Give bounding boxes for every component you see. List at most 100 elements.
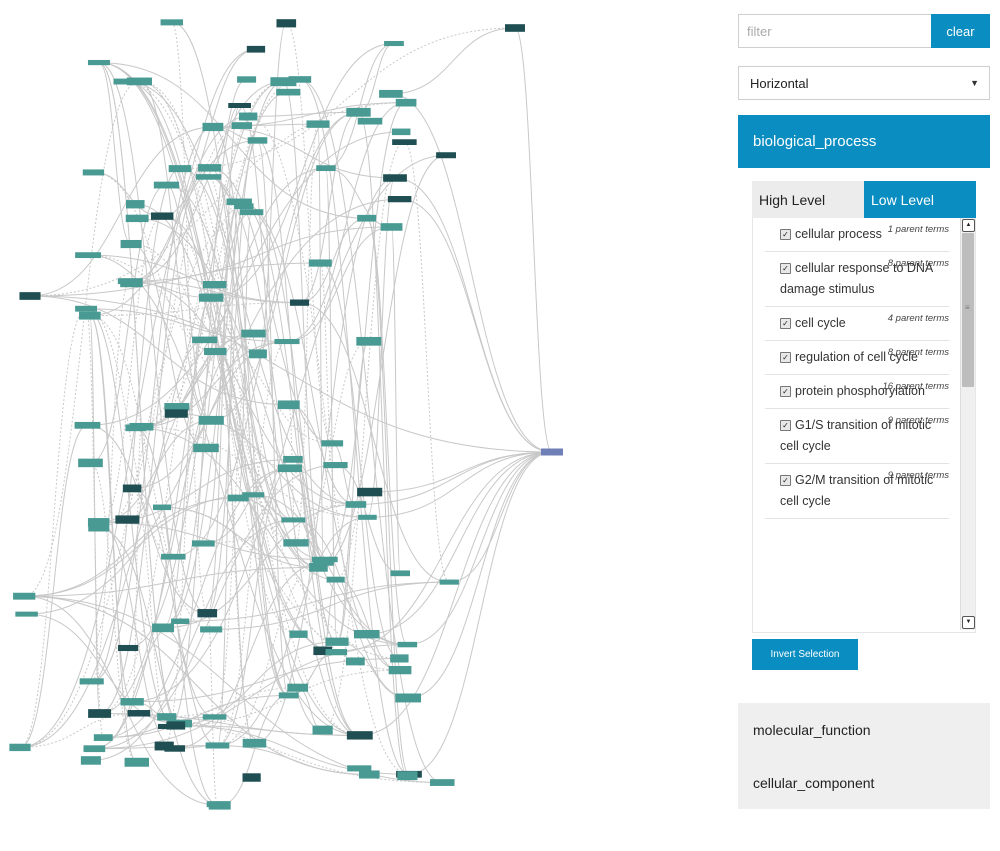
graph-node[interactable] [309,563,328,572]
graph-node[interactable] [248,349,267,359]
graph-node[interactable] [166,721,186,730]
graph-node[interactable] [208,801,231,810]
tab-high-level[interactable]: High Level [752,181,864,218]
term-checkbox[interactable]: ✓ [780,352,791,363]
graph-node[interactable] [308,259,332,267]
graph-node[interactable] [9,743,31,752]
graph-node[interactable] [387,196,412,203]
graph-node[interactable] [391,128,411,136]
list-item[interactable]: ✓ cell cycle 4 parent terms [765,307,949,341]
graph-node[interactable] [13,592,36,600]
graph-node[interactable] [345,657,365,666]
graph-node[interactable] [390,570,411,577]
graph-node[interactable] [246,45,266,53]
graph-node[interactable] [87,518,110,527]
graph-node[interactable] [430,779,455,786]
graph-node[interactable] [238,112,258,121]
graph-node[interactable] [228,103,251,109]
graph-node[interactable] [239,209,264,216]
graph-node[interactable] [204,347,227,356]
graph-node[interactable] [313,646,333,656]
term-checkbox[interactable]: ✓ [780,475,791,486]
graph-node[interactable] [316,165,336,172]
graph-node[interactable] [152,623,175,633]
graph-node[interactable] [200,626,223,633]
graph-node[interactable] [397,771,418,781]
graph-node[interactable] [164,745,186,752]
graph-node[interactable] [193,443,219,453]
graph-node[interactable] [227,494,249,502]
list-item[interactable]: ✓ protein phosphorylation 16 parent terms [765,375,949,409]
term-checkbox[interactable]: ✓ [780,318,791,329]
graph-node[interactable] [325,637,349,646]
graph-node[interactable] [278,692,299,699]
graph-node[interactable] [125,214,149,223]
term-checkbox[interactable]: ✓ [780,229,791,240]
graph-node[interactable] [288,76,312,83]
graph-node[interactable] [78,458,103,468]
graph-node[interactable] [313,559,334,566]
graph-node[interactable] [154,741,174,751]
list-item[interactable]: ✓ G1/S transition of mitotic cell cycle 9 … [765,409,949,464]
graph-node[interactable] [346,107,371,117]
graph-node[interactable] [198,293,224,302]
graph-node[interactable] [241,329,266,338]
scroll-up-icon[interactable]: ▲ [962,219,975,232]
term-checkbox[interactable]: ✓ [780,420,791,431]
section-header-molecular-function[interactable]: molecular_function [753,721,871,738]
graph-node[interactable] [79,678,104,685]
graph-node[interactable] [357,487,383,497]
graph-node[interactable] [93,734,113,741]
graph-node[interactable] [198,415,224,425]
tab-low-level[interactable]: Low Level [864,181,976,218]
term-list[interactable]: ✓ cellular process 1 parent terms ✓ cellular… [752,218,976,633]
graph-node[interactable] [276,19,297,28]
graph-node[interactable] [197,609,218,618]
graph-node[interactable] [88,709,112,718]
list-item[interactable]: ✓ regulation of cell cycle 8 parent terms [765,341,949,375]
graph-node[interactable] [171,618,190,625]
list-item[interactable]: ✓ cellular process 1 parent terms [765,218,949,252]
graph-node[interactable] [75,305,98,312]
graph-node[interactable] [287,683,309,692]
term-checkbox[interactable]: ✓ [780,386,791,397]
graph-node[interactable] [168,165,192,173]
graph-node[interactable] [164,403,190,411]
graph-node[interactable] [283,455,303,463]
list-item[interactable]: ✓ cellular response to DNA damage stimulu… [765,252,949,307]
graph-node[interactable] [277,464,302,473]
ontology-graph[interactable] [0,0,720,851]
graph-node[interactable] [234,203,254,210]
graph-node[interactable] [191,540,215,547]
graph-node[interactable] [195,174,221,180]
graph-node[interactable] [281,517,306,523]
graph-node[interactable] [164,409,188,418]
term-checkbox[interactable]: ✓ [780,263,791,274]
graph-node[interactable] [161,553,186,560]
list-item[interactable]: ✓ G2/M transition of mitotic cell cycle 9 … [765,464,949,519]
graph-node[interactable] [346,731,373,740]
graph-node[interactable] [325,649,348,656]
graph-node[interactable] [126,200,145,209]
graph-node[interactable] [356,336,382,346]
graph-node[interactable] [79,311,101,320]
graph-node[interactable] [124,757,150,767]
graph-node[interactable] [306,120,330,128]
graph-node[interactable] [439,579,459,585]
graph-node[interactable] [202,280,227,289]
graph-node[interactable] [276,88,301,96]
graph-node[interactable] [323,462,348,469]
scroll-down-icon[interactable]: ▼ [962,616,975,629]
graph-node[interactable] [395,693,422,703]
filter-input[interactable] [738,14,931,48]
graph-node[interactable] [120,239,142,249]
section-header-biological-process[interactable]: biological_process [738,115,990,168]
graph-node[interactable] [231,122,253,129]
graph-node[interactable] [150,212,174,220]
graph-node[interactable] [120,698,144,706]
graph-node[interactable] [358,770,380,779]
graph-node[interactable] [126,77,153,86]
graph-node[interactable] [205,742,230,749]
graph-node[interactable] [247,137,268,144]
graph-node[interactable] [541,448,563,456]
